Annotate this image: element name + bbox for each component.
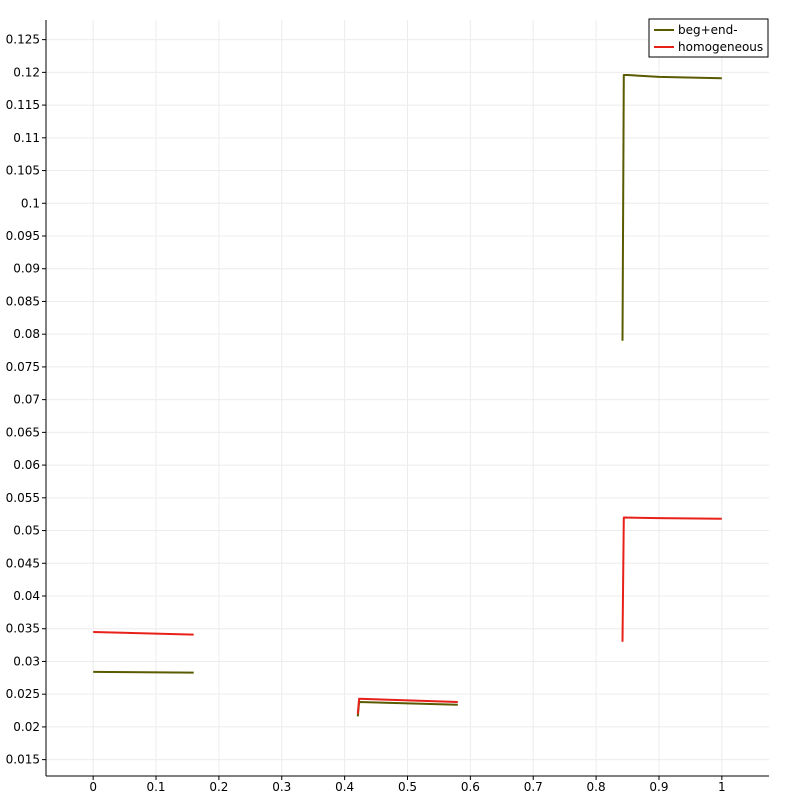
x-tick-label: 0.3	[272, 780, 291, 794]
legend-label: beg+end-	[678, 23, 738, 37]
y-tick-label: 0.015	[6, 753, 40, 767]
y-tick-label: 0.07	[13, 393, 40, 407]
series-line	[93, 631, 194, 636]
series-line	[356, 697, 458, 714]
y-tick-label: 0.105	[6, 164, 40, 178]
x-tick-label: 0.2	[209, 780, 228, 794]
x-tick-label: 0.7	[524, 780, 543, 794]
grid	[46, 20, 769, 776]
legend-label: homogeneous	[678, 40, 763, 54]
y-tick-label: 0.08	[13, 327, 40, 341]
y-tick-label: 0.02	[13, 720, 40, 734]
x-tick-label: 0.6	[461, 780, 480, 794]
y-tick-label: 0.125	[6, 33, 40, 47]
y-tick-label: 0.095	[6, 229, 40, 243]
y-tick-label: 0.035	[6, 622, 40, 636]
y-tick-label: 0.04	[13, 589, 40, 603]
x-tick-label: 0.5	[398, 780, 417, 794]
series-line	[621, 516, 722, 642]
legend-box	[648, 18, 769, 58]
y-tick-label: 0.12	[13, 65, 40, 79]
x-tick-label: 0.4	[335, 780, 354, 794]
x-tick-label: 0.9	[649, 780, 668, 794]
y-tick-label: 0.09	[13, 262, 40, 276]
x-tick-label: 0.8	[587, 780, 606, 794]
y-tick-label: 0.065	[6, 425, 40, 439]
x-tick-label: 1	[718, 780, 726, 794]
series-line	[621, 74, 722, 341]
y-tick-label: 0.1	[21, 196, 40, 210]
series-line	[93, 670, 194, 674]
x-tick-label: 0.1	[146, 780, 165, 794]
y-tick-label: 0.045	[6, 556, 40, 570]
y-tick-label: 0.05	[13, 524, 40, 538]
y-tick-label: 0.03	[13, 654, 40, 668]
y-tick-label: 0.11	[13, 131, 40, 145]
plot-area	[93, 74, 722, 717]
axes: 0.015 0.02 0.025 0.03 0.035 0.04 0.045 0.05 0.05…	[6, 20, 769, 794]
y-tick-label: 0.025	[6, 687, 40, 701]
y-tick-label: 0.085	[6, 294, 40, 308]
series-homogeneous	[93, 516, 722, 714]
y-tick-label: 0.075	[6, 360, 40, 374]
y-tick-label: 0.115	[6, 98, 40, 112]
legend: beg+end-homogeneous	[648, 18, 769, 58]
x-tick-label: 0	[89, 780, 97, 794]
y-tick-label: 0.06	[13, 458, 40, 472]
y-tick-label: 0.055	[6, 491, 40, 505]
